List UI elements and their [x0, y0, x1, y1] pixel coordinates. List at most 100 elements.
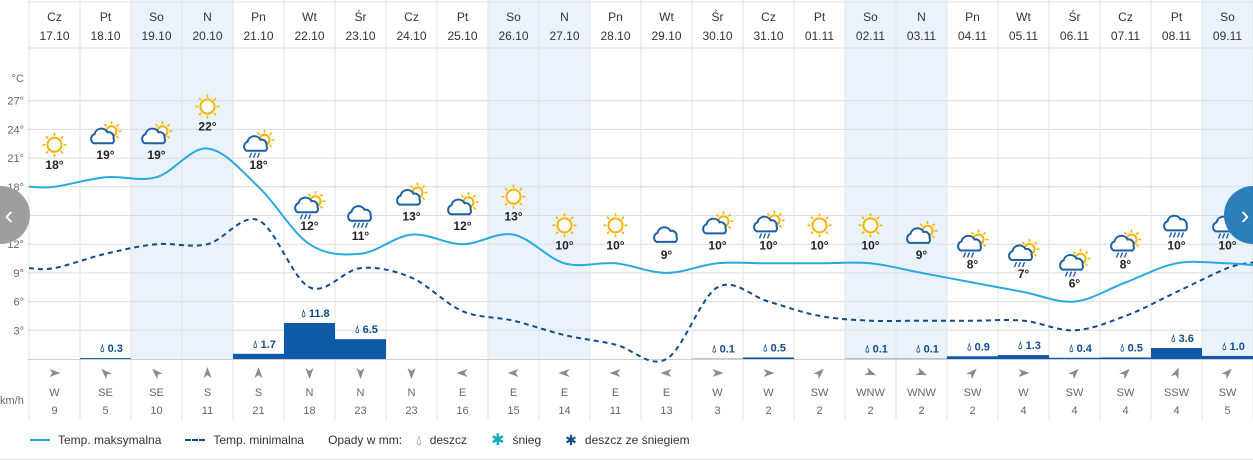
cloud-shape	[90, 127, 115, 145]
sun-disc	[811, 217, 828, 234]
sun-ray	[570, 216, 574, 220]
day-date: 09.11	[1213, 29, 1242, 43]
precip-label: 💧︎ 3.6	[1171, 333, 1194, 345]
legend-snow-label: śnieg	[512, 433, 542, 447]
cloud-shape	[243, 135, 268, 152]
rain-streak	[1064, 271, 1069, 277]
wind-arrow-icon	[101, 368, 112, 380]
day-date: 24.10	[396, 29, 426, 43]
sun-ray	[1033, 253, 1038, 257]
wind-arrow-icon	[456, 369, 468, 377]
y-tick-label: 24°	[7, 124, 24, 136]
rain-streak	[1115, 252, 1120, 258]
tmax-label: 10°	[555, 238, 573, 252]
legend-rain: 💧︎ deszcz	[416, 432, 467, 449]
sun-ray	[715, 213, 720, 217]
sun-ray	[409, 184, 414, 189]
wind-direction: WNW	[856, 387, 885, 399]
wind-arrow-icon	[1068, 368, 1079, 380]
sun-ray	[825, 231, 829, 235]
legend-max: Temp. maksymalna	[30, 433, 161, 447]
sun-ray	[319, 193, 324, 197]
sun-ray	[421, 184, 426, 189]
sun-ray	[861, 216, 865, 220]
wind-arrow-shape	[356, 368, 365, 379]
wind-arrow-icon	[507, 369, 519, 377]
legend-precip-title: Opady w mm:	[328, 433, 403, 447]
day-name: Śr	[355, 9, 367, 24]
cloud-shape	[906, 227, 931, 244]
wind-arrow-shape	[456, 369, 468, 377]
y-tick-label: 21°	[7, 153, 24, 165]
rain-streak	[307, 213, 312, 220]
sun-ray	[504, 187, 508, 191]
wind-arrow-shape	[407, 368, 416, 379]
wind-arrow-shape	[558, 369, 570, 377]
sun-ray	[421, 197, 426, 201]
tmax-label: 9°	[661, 248, 673, 262]
wind-direction: SW	[964, 387, 982, 399]
day-date: 28.10	[600, 29, 630, 43]
wind-direction: SSW	[1164, 387, 1190, 399]
day-date: 27.10	[549, 29, 579, 43]
wind-direction: N	[357, 387, 365, 399]
wind-unit-label: km/h	[0, 395, 24, 407]
cloud-shape	[396, 189, 421, 206]
tmax-label: 6°	[1069, 277, 1081, 291]
weekend-band	[182, 0, 233, 360]
wind-arrow-icon	[1221, 368, 1232, 380]
day-date: 18.10	[90, 29, 120, 43]
sun-ray	[931, 223, 936, 227]
rain-streak	[303, 213, 308, 220]
tmin-line	[28, 218, 1253, 363]
wind-speed: 3	[714, 405, 720, 417]
rain-streak	[762, 233, 767, 239]
day-name: Pt	[814, 10, 826, 24]
day-name: Pn	[251, 10, 266, 24]
precip-label: 💧︎ 0.9	[967, 341, 990, 353]
cloud-shape	[702, 217, 727, 235]
day-name: Śr	[712, 9, 724, 24]
rain-streak	[1168, 232, 1173, 238]
wind-speed: 15	[507, 405, 519, 417]
rain-streak	[1221, 233, 1226, 239]
tmax-label: 10°	[606, 238, 624, 252]
weekend-band	[539, 0, 590, 360]
wind-speed: 4	[1122, 405, 1128, 417]
day-name: So	[149, 10, 164, 24]
rain-streak	[1176, 232, 1181, 238]
snowflake-icon: ✱	[491, 432, 505, 449]
day-date: 03.11	[907, 29, 936, 43]
precip-bar	[947, 356, 998, 359]
day-name: N	[560, 10, 569, 24]
y-unit-label: °C	[12, 73, 24, 85]
wind-direction: SW	[1117, 387, 1135, 399]
precip-label: 💧︎ 0.5	[763, 342, 786, 354]
sun-ray	[45, 150, 49, 154]
wind-arrow-shape	[864, 367, 877, 376]
rain-streak	[360, 222, 365, 229]
sun-ray	[1021, 241, 1026, 245]
rain-streak	[252, 152, 257, 159]
legend-mixed-label: deszcz ze śniegiem	[584, 433, 690, 447]
wind-speed: 2	[969, 405, 975, 417]
day-date: 29.10	[651, 29, 681, 43]
sun-ray	[166, 135, 171, 139]
sun-ray	[115, 135, 120, 139]
cloud-shape	[294, 196, 319, 214]
rain-streak	[1021, 261, 1026, 268]
wind-direction: WNW	[907, 387, 936, 399]
wind-speed: 2	[918, 405, 924, 417]
wind-arrow-icon	[152, 368, 163, 380]
wind-arrow-shape	[152, 368, 163, 380]
sun-ray	[60, 150, 64, 154]
wind-arrow-icon	[356, 368, 365, 379]
wind-arrow-icon	[1170, 367, 1179, 380]
wind-direction: SW	[1066, 387, 1084, 399]
legend-mixed: ✱ deszcz ze śniegiem	[565, 432, 689, 449]
sun-ray	[970, 231, 975, 236]
day-date: 04.11	[958, 29, 987, 43]
tmax-label: 18°	[45, 158, 63, 172]
precip-bar	[743, 357, 794, 359]
weekend-band	[896, 0, 947, 360]
